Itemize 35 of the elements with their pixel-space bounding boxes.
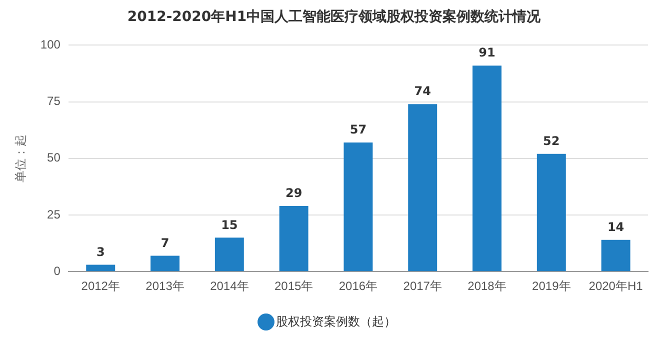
y-tick-label: 50 (47, 150, 61, 165)
y-tick-label: 75 (47, 94, 61, 108)
x-tick-label: 2012年 (81, 279, 120, 294)
bar (408, 104, 438, 272)
bar (279, 206, 308, 272)
x-tick-label: 2016年 (338, 279, 378, 294)
x-tick-label: 2020年H1 (588, 279, 644, 294)
x-tick-label: 2017年 (403, 279, 442, 294)
y-tick-label: 100 (40, 38, 61, 52)
bar (214, 238, 244, 272)
x-tick-label: 2019年 (532, 279, 571, 294)
y-tick-label: 0 (54, 264, 61, 278)
x-tick-label: 2015年 (274, 279, 314, 294)
bar (536, 154, 566, 272)
x-tick-label: 2014年 (210, 279, 249, 294)
bar (150, 256, 180, 272)
bar (344, 142, 373, 272)
chart-title: 2012-2020年H1中国人工智能医疗领域股权投资案例数统计情况 (126, 8, 542, 27)
data-label: 3 (96, 244, 105, 259)
data-label: 15 (221, 218, 238, 232)
y-axis-title: 单位：起 (14, 134, 28, 182)
bar (601, 240, 630, 272)
data-label: 7 (160, 236, 170, 250)
y-tick-label: 25 (47, 207, 61, 222)
data-label: 74 (414, 84, 431, 98)
bar (472, 66, 502, 272)
x-tick-label: 2018年 (468, 279, 506, 294)
data-label: 29 (285, 186, 302, 200)
legend-label: 股权投资案例数（起） (276, 314, 396, 328)
data-label: 91 (478, 46, 496, 60)
data-label: 52 (543, 134, 560, 148)
data-label: 57 (350, 122, 367, 137)
bar (86, 264, 116, 272)
data-label: 14 (607, 220, 624, 234)
x-tick-label: 2013年 (146, 279, 184, 294)
